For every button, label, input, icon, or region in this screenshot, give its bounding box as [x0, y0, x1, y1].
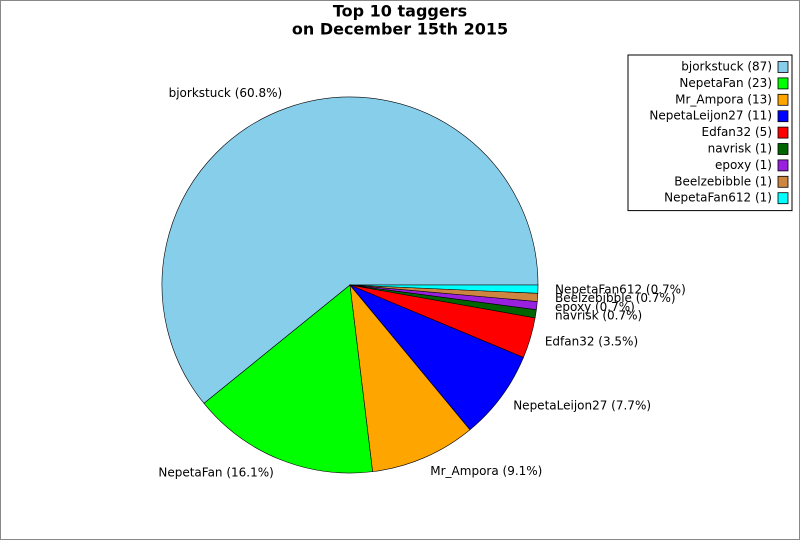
legend-label: NepetaFan612 (1)	[664, 191, 772, 205]
legend-label: Mr_Ampora (13)	[675, 92, 772, 106]
slice-label: Beelzebibble (0.7%)	[555, 291, 676, 305]
pie-slice	[349, 284, 471, 472]
legend-swatch	[777, 175, 789, 188]
legend-label: Edfan32 (5)	[702, 125, 772, 139]
legend-swatch	[777, 126, 789, 139]
legend-label: NepetaLeijon27 (11)	[649, 109, 772, 123]
legend-swatch	[777, 93, 789, 106]
legend-swatch	[777, 77, 789, 90]
slice-label: NepetaFan (16.1%)	[158, 466, 273, 480]
legend-swatch	[777, 143, 789, 155]
chart-title: Top 10 taggers	[333, 2, 467, 21]
chart-subtitle: on December 15th 2015	[292, 20, 508, 39]
legend-label: NepetaFan (23)	[679, 76, 772, 90]
slice-label: navrisk (0.7%)	[555, 309, 642, 323]
legend-swatch	[777, 110, 789, 123]
pie-slice	[349, 284, 539, 294]
pie-slice	[161, 96, 539, 404]
slice-label: epoxy (0.7%)	[555, 300, 635, 314]
legend-label: epoxy (1)	[715, 158, 772, 172]
legend-swatch	[777, 159, 789, 172]
pie-slice	[203, 284, 373, 474]
slice-label: Edfan32 (3.5%)	[545, 335, 638, 349]
legend-label: navrisk (1)	[708, 142, 772, 156]
slice-label: Mr_Ampora (9.1%)	[430, 464, 542, 478]
slice-label: NepetaLeijon27 (7.7%)	[513, 398, 651, 412]
legend-box	[627, 54, 793, 212]
legend-label: Beelzebibble (1)	[674, 174, 772, 188]
legend-swatch	[777, 61, 789, 73]
legend-swatch	[777, 192, 789, 205]
slice-label: NepetaFan612 (0.7%)	[555, 282, 686, 296]
slice-label: bjorkstuck (60.8%)	[169, 86, 283, 100]
legend-label: bjorkstuck (87)	[681, 60, 772, 74]
